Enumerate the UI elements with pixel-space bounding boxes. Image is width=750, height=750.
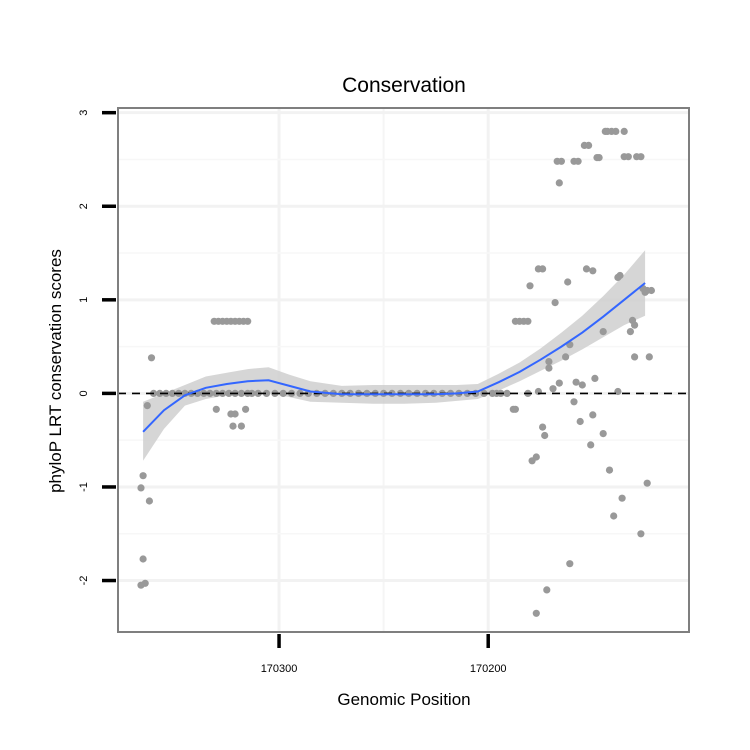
y-tick-label-0: -2 xyxy=(78,576,90,586)
data-point-26 xyxy=(231,410,239,418)
data-point-108 xyxy=(587,441,595,449)
data-point-22 xyxy=(237,389,245,397)
data-point-106 xyxy=(585,141,593,149)
data-point-123 xyxy=(614,387,622,396)
data-point-41 xyxy=(262,389,271,397)
data-point-94 xyxy=(557,157,566,165)
y-tick-label-4: 2 xyxy=(78,203,90,209)
data-point-3 xyxy=(139,472,147,480)
data-point-28 xyxy=(237,422,245,430)
data-point-76 xyxy=(524,317,532,325)
y-tick-label-3: 1 xyxy=(78,297,90,303)
data-point-139 xyxy=(643,479,651,487)
data-point-114 xyxy=(599,328,607,336)
data-point-97 xyxy=(566,560,574,568)
data-point-124 xyxy=(616,271,624,280)
data-point-9 xyxy=(156,389,164,397)
data-point-89 xyxy=(549,385,557,393)
data-point-131 xyxy=(631,321,639,329)
data-point-120 xyxy=(610,512,618,520)
data-point-6 xyxy=(143,402,151,410)
smooth-trend-line xyxy=(142,282,646,433)
data-point-141 xyxy=(647,286,656,295)
data-point-96 xyxy=(562,353,570,361)
data-point-135 xyxy=(637,530,645,538)
data-point-93 xyxy=(555,379,563,387)
y-tick-label-5: 3 xyxy=(78,110,90,116)
data-point-132 xyxy=(631,353,639,361)
smooth-confidence-ribbon xyxy=(143,250,646,461)
data-point-101 xyxy=(572,378,580,386)
y-axis: -2 -1 0 1 2 3 xyxy=(78,110,116,586)
data-points xyxy=(137,127,656,617)
data-point-102 xyxy=(570,398,578,406)
chart-title: Conservation xyxy=(342,74,466,97)
data-point-86 xyxy=(543,586,551,594)
data-point-109 xyxy=(589,267,597,275)
data-point-4 xyxy=(137,484,145,492)
plot-frame xyxy=(117,107,690,633)
data-point-11 xyxy=(168,389,176,397)
data-point-121 xyxy=(612,127,620,135)
data-point-29 xyxy=(242,405,250,413)
y-axis-label: phyloP LRT conservation scores xyxy=(46,249,65,493)
data-point-5 xyxy=(145,497,153,505)
data-point-103 xyxy=(576,417,584,426)
data-point-115 xyxy=(599,430,607,438)
data-point-87 xyxy=(545,364,553,372)
data-point-113 xyxy=(595,154,603,162)
data-point-72 xyxy=(511,405,519,413)
data-point-27 xyxy=(229,422,237,430)
data-point-130 xyxy=(626,328,635,336)
data-point-92 xyxy=(555,179,563,187)
data-point-140 xyxy=(645,353,653,361)
data-point-88 xyxy=(545,358,553,366)
data-point-20 xyxy=(225,389,233,397)
data-point-2 xyxy=(139,555,147,563)
data-point-95 xyxy=(564,278,572,286)
x-axis: 170300 170200 xyxy=(261,634,507,675)
data-point-70 xyxy=(503,389,511,397)
data-point-107 xyxy=(582,265,591,273)
x-tick-label-0: 170300 xyxy=(261,663,298,675)
data-point-1 xyxy=(141,579,149,587)
y-tick-label-2: 0 xyxy=(78,390,90,396)
data-point-142 xyxy=(532,609,540,617)
data-point-84 xyxy=(539,423,547,431)
data-point-128 xyxy=(620,127,628,135)
x-axis-label: Genomic Position xyxy=(337,690,470,709)
data-point-38 xyxy=(244,317,252,325)
data-point-43 xyxy=(279,389,287,397)
data-point-24 xyxy=(212,405,220,413)
data-point-134 xyxy=(637,153,645,161)
data-point-127 xyxy=(624,153,632,161)
data-point-111 xyxy=(591,374,599,382)
data-point-104 xyxy=(578,381,586,389)
x-tick-label-1: 170200 xyxy=(470,663,507,675)
data-point-83 xyxy=(539,265,547,273)
data-point-118 xyxy=(605,466,614,474)
data-point-100 xyxy=(574,157,582,165)
data-point-90 xyxy=(551,299,559,307)
data-point-80 xyxy=(532,453,540,461)
plot-panel xyxy=(118,108,689,632)
data-point-78 xyxy=(526,282,534,290)
data-point-110 xyxy=(589,411,597,419)
data-point-7 xyxy=(147,354,156,362)
data-point-85 xyxy=(541,431,549,440)
data-point-125 xyxy=(618,494,626,502)
y-tick-label-1: -1 xyxy=(78,482,90,492)
